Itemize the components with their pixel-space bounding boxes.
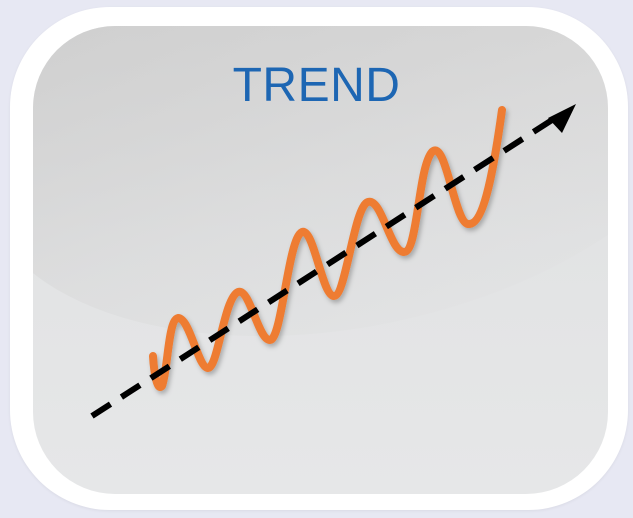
oscillation-wave [149, 106, 506, 392]
card-title: TREND [232, 59, 401, 112]
dashed-arrow-icon [548, 104, 576, 133]
trend-line [90, 117, 554, 419]
